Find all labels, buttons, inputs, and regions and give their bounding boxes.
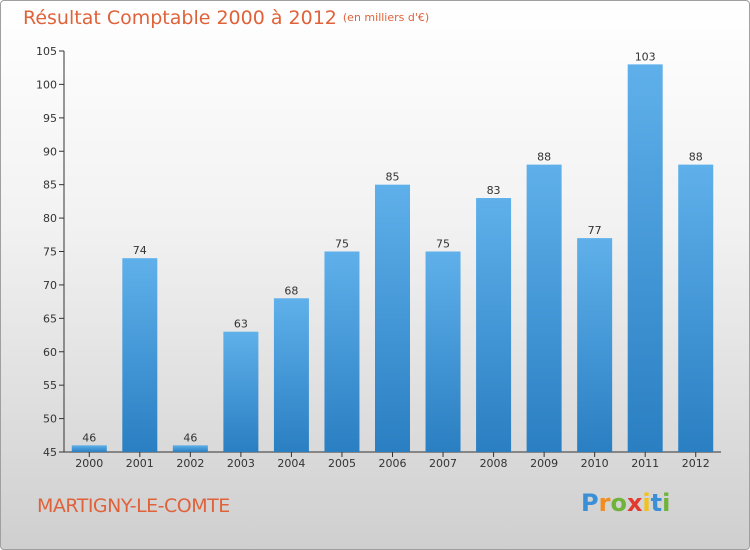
bar-2010	[577, 238, 613, 452]
y-tick-label: 85	[43, 179, 57, 192]
value-label-2007: 75	[436, 238, 450, 251]
proxiti-logo: Proxiti	[581, 489, 670, 517]
x-tick-label-2000: 2000	[75, 457, 103, 470]
value-label-2003: 63	[234, 318, 248, 331]
y-tick-label: 60	[43, 346, 57, 359]
bar-2009	[526, 164, 562, 452]
chart-subtitle: (en milliers d'€)	[342, 11, 430, 24]
y-tick-label: 90	[43, 145, 57, 158]
value-label-2001: 74	[133, 244, 147, 257]
bar-2005	[324, 251, 360, 452]
bar-2004	[273, 298, 309, 452]
y-tick-label: 45	[43, 446, 57, 459]
x-tick-label-2007: 2007	[429, 457, 457, 470]
value-label-2002: 46	[183, 431, 197, 444]
value-label-2006: 85	[386, 171, 400, 184]
value-label-2011: 103	[635, 50, 656, 63]
value-label-2009: 88	[537, 151, 551, 164]
bar-2006	[375, 184, 410, 452]
x-tick-label-2011: 2011	[631, 457, 659, 470]
y-tick-label: 75	[43, 246, 57, 259]
x-tick-label-2010: 2010	[581, 457, 609, 470]
x-tick-label-2004: 2004	[277, 457, 305, 470]
brand-letter: P	[581, 489, 599, 517]
brand-letter: x	[626, 489, 643, 517]
x-tick-label-2008: 2008	[480, 457, 508, 470]
bar-2012	[678, 164, 714, 452]
x-tick-label-2012: 2012	[682, 457, 710, 470]
bar-2008	[476, 198, 512, 452]
bar-2000	[71, 445, 107, 452]
bar-2003	[223, 331, 259, 452]
value-label-2012: 88	[689, 151, 703, 164]
y-tick-label: 65	[43, 312, 57, 325]
x-tick-label-2009: 2009	[530, 457, 558, 470]
y-tick-label: 100	[36, 78, 57, 91]
y-tick-label: 70	[43, 279, 57, 292]
brand-letter: r	[598, 489, 611, 517]
commune-name: MARTIGNY-LE-COMTE	[37, 495, 230, 517]
x-tick-label-2005: 2005	[328, 457, 356, 470]
brand-letter: i	[662, 489, 671, 517]
bar-2002	[172, 445, 208, 452]
brand-letter: i	[642, 489, 651, 517]
value-label-2008: 83	[487, 184, 501, 197]
bar-2007	[425, 251, 461, 452]
value-label-2010: 77	[588, 224, 602, 237]
x-tick-label-2006: 2006	[379, 457, 407, 470]
y-tick-label: 105	[36, 45, 57, 58]
chart-title: Résultat Comptable 2000 à 2012 (en millie…	[23, 7, 430, 29]
x-tick-label-2001: 2001	[126, 457, 154, 470]
x-tick-label-2003: 2003	[227, 457, 255, 470]
x-tick-label-2002: 2002	[176, 457, 204, 470]
value-label-2004: 68	[284, 284, 298, 297]
y-tick-label: 55	[43, 379, 57, 392]
brand-letter: t	[650, 489, 663, 517]
bar-2001	[122, 258, 158, 452]
y-tick-label: 80	[43, 212, 57, 225]
y-tick-label: 50	[43, 413, 57, 426]
y-tick-label: 95	[43, 112, 57, 125]
brand-letter: o	[610, 489, 627, 517]
bar-2011	[627, 64, 663, 452]
value-label-2000: 46	[82, 431, 96, 444]
value-label-2005: 75	[335, 238, 349, 251]
